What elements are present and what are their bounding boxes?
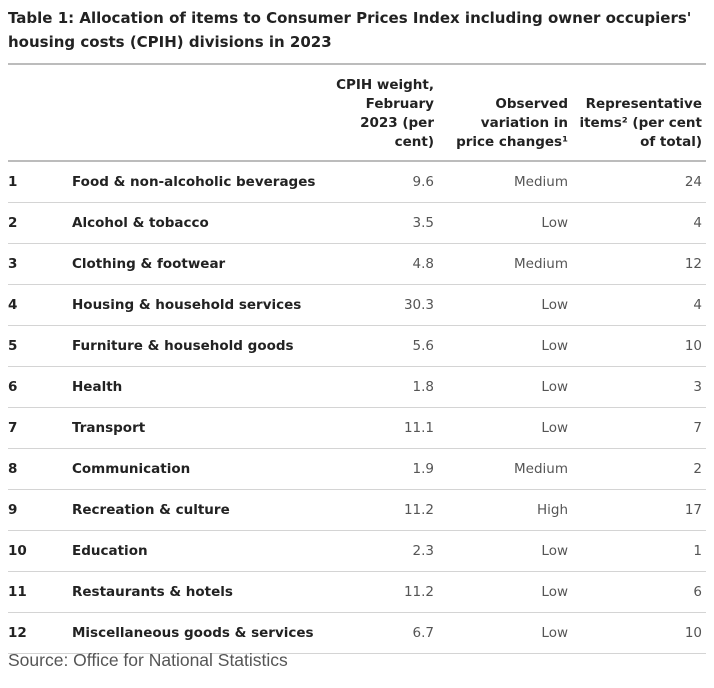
division-number: 4 [8,284,72,326]
cpih-weight: 5.6 [328,325,438,367]
table-row: 1 Food & non-alcoholic beverages 9.6 Med… [8,161,706,203]
cpih-weight: 11.2 [328,489,438,531]
header-row: CPIH weight, February 2023 (per cent) Ob… [8,65,706,162]
division-number: 6 [8,366,72,408]
division-number: 10 [8,530,72,572]
representative-items: 24 [572,161,706,203]
division-name: Food & non-alcoholic beverages [72,161,328,203]
observed-variation: Low [438,571,572,613]
observed-variation: Low [438,612,572,654]
table-row: 6 Health 1.8 Low 3 [8,366,706,408]
table-row: 10 Education 2.3 Low 1 [8,530,706,572]
division-name: Education [72,530,328,572]
table-row: 7 Transport 11.1 Low 7 [8,407,706,449]
representative-items: 2 [572,448,706,490]
division-number: 5 [8,325,72,367]
table-row: 12 Miscellaneous goods & services 6.7 Lo… [8,612,706,654]
table-row: 3 Clothing & footwear 4.8 Medium 12 [8,243,706,285]
observed-variation: Low [438,284,572,326]
cpih-weight: 6.7 [328,612,438,654]
header-representative-items: Representative items² (per cent of total… [572,65,706,162]
representative-items: 4 [572,284,706,326]
table-row: 8 Communication 1.9 Medium 2 [8,448,706,490]
division-number: 1 [8,161,72,203]
division-name: Alcohol & tobacco [72,202,328,244]
header-division [72,65,328,162]
observed-variation: Low [438,325,572,367]
division-number: 8 [8,448,72,490]
table-row: 11 Restaurants & hotels 11.2 Low 6 [8,571,706,613]
source-note: Source: Office for National Statistics [8,650,288,670]
observed-variation: Low [438,530,572,572]
division-name: Clothing & footwear [72,243,328,285]
division-number: 7 [8,407,72,449]
division-name: Restaurants & hotels [72,571,328,613]
cpih-weight: 30.3 [328,284,438,326]
division-name: Transport [72,407,328,449]
header-number [8,65,72,162]
observed-variation: Low [438,202,572,244]
division-number: 2 [8,202,72,244]
cpih-weight: 4.8 [328,243,438,285]
representative-items: 4 [572,202,706,244]
division-number: 9 [8,489,72,531]
division-number: 3 [8,243,72,285]
table-title: Table 1: Allocation of items to Consumer… [8,9,692,51]
observed-variation: Low [438,407,572,449]
division-name: Furniture & household goods [72,325,328,367]
division-name: Recreation & culture [72,489,328,531]
representative-items: 17 [572,489,706,531]
top-rule [8,63,706,65]
cpih-weight: 1.8 [328,366,438,408]
representative-items: 12 [572,243,706,285]
observed-variation: Medium [438,161,572,203]
cpih-weight: 11.1 [328,407,438,449]
representative-items: 7 [572,407,706,449]
cpih-weight: 2.3 [328,530,438,572]
table-container: CPIH weight, February 2023 (per cent) Ob… [8,63,706,654]
observed-variation: Medium [438,448,572,490]
table-row: 2 Alcohol & tobacco 3.5 Low 4 [8,202,706,244]
cpih-allocation-table: CPIH weight, February 2023 (per cent) Ob… [8,65,706,654]
header-cpih-weight: CPIH weight, February 2023 (per cent) [328,65,438,162]
table-row: 4 Housing & household services 30.3 Low … [8,284,706,326]
division-name: Communication [72,448,328,490]
representative-items: 6 [572,571,706,613]
representative-items: 10 [572,325,706,367]
table-row: 9 Recreation & culture 11.2 High 17 [8,489,706,531]
division-number: 11 [8,571,72,613]
observed-variation: Low [438,366,572,408]
representative-items: 10 [572,612,706,654]
table-row: 5 Furniture & household goods 5.6 Low 10 [8,325,706,367]
representative-items: 1 [572,530,706,572]
cpih-weight: 1.9 [328,448,438,490]
representative-items: 3 [572,366,706,408]
cpih-weight: 3.5 [328,202,438,244]
observed-variation: Medium [438,243,572,285]
observed-variation: High [438,489,572,531]
division-name: Health [72,366,328,408]
header-observed-variation: Observed variation in price changes¹ [438,65,572,162]
division-number: 12 [8,612,72,654]
division-name: Housing & household services [72,284,328,326]
cpih-weight: 9.6 [328,161,438,203]
division-name: Miscellaneous goods & services [72,612,328,654]
cpih-weight: 11.2 [328,571,438,613]
